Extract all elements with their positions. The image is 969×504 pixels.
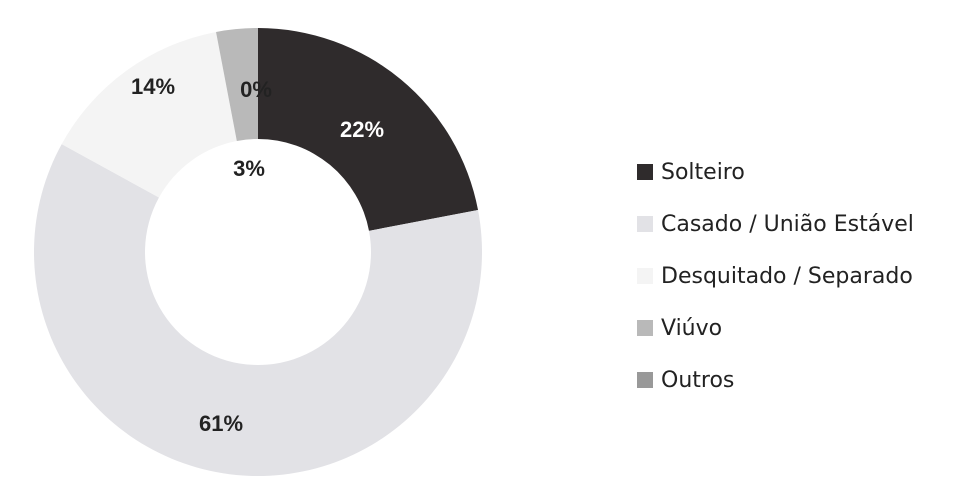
data-label-casado: 61% bbox=[199, 411, 243, 436]
legend-item-desquitado: Desquitado / Separado bbox=[637, 250, 914, 302]
data-label-solteiro: 22% bbox=[340, 117, 384, 142]
legend-label: Desquitado / Separado bbox=[661, 263, 913, 289]
legend-label: Viúvo bbox=[661, 315, 723, 341]
donut-slices bbox=[34, 28, 483, 477]
legend-item-casado: Casado / União Estável bbox=[637, 198, 914, 250]
legend-swatch bbox=[637, 320, 653, 336]
legend-label: Outros bbox=[661, 367, 735, 393]
legend-swatch bbox=[637, 216, 653, 232]
slice-casado bbox=[34, 144, 483, 477]
legend-label: Casado / União Estável bbox=[661, 211, 914, 237]
slice-solteiro bbox=[258, 28, 479, 231]
slice-viuvo bbox=[216, 28, 258, 142]
legend-item-viuvo: Viúvo bbox=[637, 302, 914, 354]
legend-swatch bbox=[637, 372, 653, 388]
legend-swatch bbox=[637, 164, 653, 180]
legend-item-solteiro: Solteiro bbox=[637, 146, 914, 198]
legend: Solteiro Casado / União Estável Desquita… bbox=[637, 146, 914, 406]
legend-swatch bbox=[637, 268, 653, 284]
data-label-outros: 0% bbox=[240, 77, 272, 102]
legend-label: Solteiro bbox=[661, 159, 745, 185]
data-label-viuvo: 3% bbox=[233, 156, 265, 181]
data-labels: 22% 61% 14% 3% 0% bbox=[131, 74, 384, 436]
slice-desquitado bbox=[61, 31, 237, 198]
data-label-desquitado: 14% bbox=[131, 74, 175, 99]
legend-item-outros: Outros bbox=[637, 354, 914, 406]
